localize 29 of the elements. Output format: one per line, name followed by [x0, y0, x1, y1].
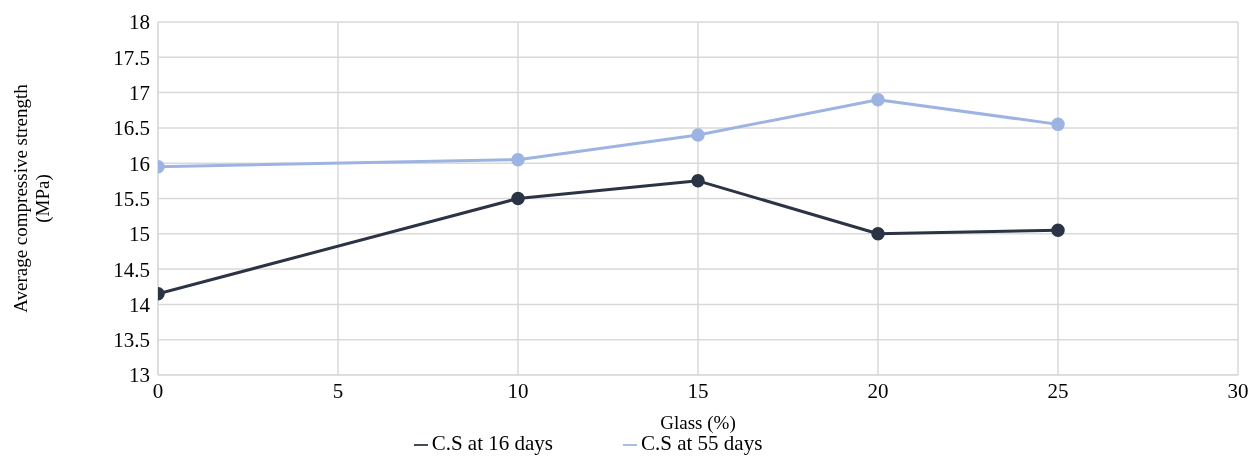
point [1051, 117, 1065, 132]
x-tick-label: 0 [152, 378, 164, 403]
x-tick-label: 10 [507, 378, 529, 403]
legend-label: C.S at 16 days [431, 431, 553, 455]
point [511, 191, 525, 206]
y-tick-label: 18 [129, 10, 150, 35]
y-tick-label: 15 [129, 222, 150, 247]
y-tick-label: 14 [129, 292, 151, 317]
x-tick-label: 5 [332, 378, 344, 403]
y-axis-title: Average compressive strength (MPa) [10, 83, 54, 313]
point [691, 174, 705, 188]
x-tick-label: 20 [867, 378, 889, 403]
x-axis-title: Glass (%) [660, 412, 736, 434]
y-tick-label: 14.5 [113, 257, 150, 282]
y-tick-label: 13 [129, 363, 150, 388]
y-tick-label: 15.5 [113, 186, 150, 211]
point [691, 128, 705, 142]
x-tick-label: 30 [1227, 378, 1249, 403]
x-tick-label: 15 [687, 378, 709, 403]
point [871, 92, 885, 107]
point [871, 227, 885, 241]
x-tick-label: 25 [1047, 378, 1069, 403]
y-tick-label: 13.5 [113, 328, 150, 353]
y-tick-label: 16 [129, 151, 150, 176]
point [511, 152, 525, 167]
y-tick-label: 17 [129, 81, 150, 106]
y-tick-label: 16.5 [113, 116, 150, 141]
y-tick-label: 17.5 [113, 45, 150, 70]
point [1051, 223, 1065, 238]
